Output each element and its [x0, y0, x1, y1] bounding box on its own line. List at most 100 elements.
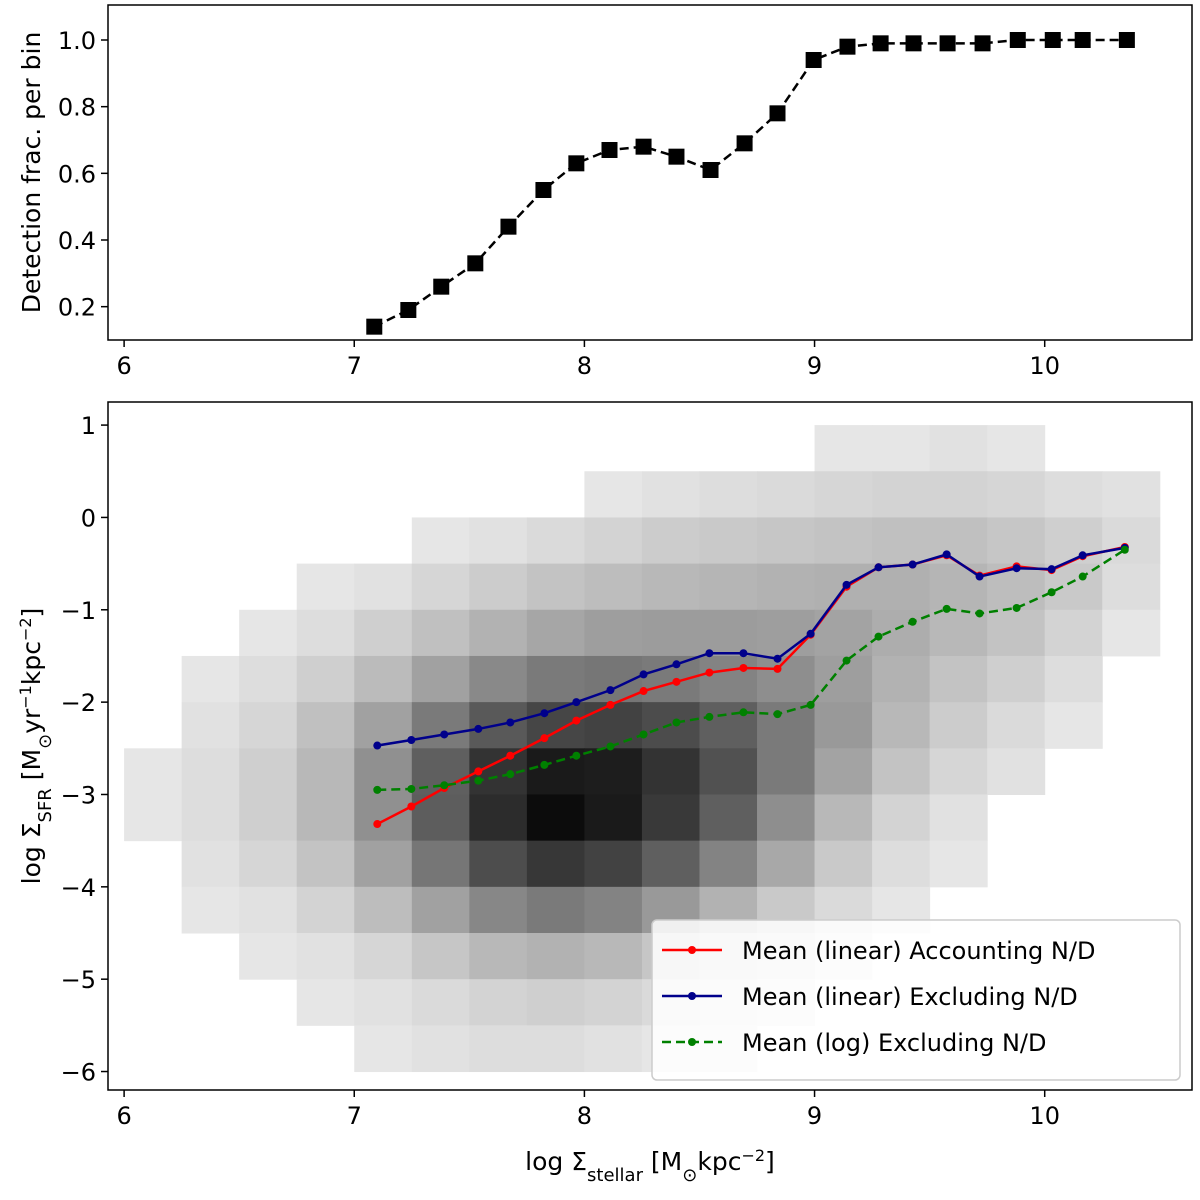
hist-cell	[182, 517, 240, 564]
hist-cell	[124, 425, 182, 472]
hist-cell	[929, 609, 988, 657]
hist-cell	[411, 609, 470, 657]
marker	[639, 730, 648, 739]
marker	[407, 784, 416, 793]
marker	[440, 781, 449, 790]
x-tick-label: 8	[577, 1102, 592, 1130]
marker	[572, 716, 581, 725]
hist-cell	[641, 748, 700, 795]
hist-cell	[872, 702, 931, 749]
marker	[474, 724, 483, 733]
hist-cell	[182, 564, 240, 611]
x-tick-label: 9	[807, 1102, 822, 1130]
marker	[739, 708, 748, 717]
x-tick-label: 10	[1029, 1102, 1060, 1130]
marker	[535, 182, 552, 198]
hist-cell	[412, 425, 470, 472]
hist-cell	[1044, 655, 1103, 703]
marker	[806, 629, 815, 638]
hist-cell	[987, 655, 1046, 703]
label-part: kpc	[17, 641, 46, 685]
hist-cell	[872, 517, 931, 565]
marker	[702, 162, 719, 178]
hist-cell	[641, 794, 700, 842]
hist-cell	[699, 609, 758, 657]
marker	[1012, 564, 1021, 573]
label-part: ]	[17, 608, 46, 618]
hist-cell	[584, 886, 643, 934]
marker	[572, 751, 581, 760]
hist-cell	[124, 656, 182, 703]
marker	[639, 687, 648, 696]
hist-cell	[469, 794, 528, 842]
hist-cell	[872, 794, 931, 842]
hist-cell	[526, 563, 585, 611]
marker	[366, 318, 383, 335]
hist-cell	[699, 702, 758, 749]
hist-cell	[1044, 517, 1103, 565]
marker	[705, 668, 714, 677]
y-tick-label: 0.2	[58, 294, 96, 322]
hist-cell	[354, 425, 412, 472]
legend-label: Mean (linear) Excluding N/D	[742, 983, 1078, 1011]
hist-cell	[641, 840, 700, 888]
hist-cell	[411, 655, 470, 703]
label-part: ]	[765, 1147, 775, 1176]
y-tick-label: 0.4	[58, 227, 96, 255]
marker	[672, 718, 681, 727]
marker	[467, 255, 484, 272]
marker	[373, 741, 382, 750]
x-tick-label: 9	[807, 352, 822, 380]
hist-cell	[182, 1025, 240, 1072]
hist-cell	[296, 794, 355, 842]
hist-cell	[296, 979, 355, 1026]
marker	[974, 35, 991, 52]
marker	[874, 563, 883, 572]
hist-cell	[469, 563, 528, 611]
marker	[373, 820, 382, 829]
marker	[839, 38, 856, 55]
y-tick-label: 0.8	[58, 94, 96, 122]
x-tick-label: 7	[347, 352, 362, 380]
hist-cell	[814, 517, 873, 565]
hist-cell	[526, 979, 585, 1026]
hist-cell	[354, 794, 413, 842]
hist-cell	[699, 517, 758, 565]
hist-cell	[699, 655, 758, 703]
marker	[572, 698, 581, 707]
hist-cell	[757, 471, 816, 518]
hist-cell	[181, 886, 240, 934]
hist-cell	[1045, 841, 1103, 888]
hist-cell	[124, 517, 182, 564]
legend-box	[651, 919, 1181, 1081]
hist-cell	[354, 517, 412, 564]
hist-cell	[1102, 841, 1160, 888]
hist-cell	[584, 702, 643, 749]
hist-cell	[124, 702, 182, 749]
hist-cell	[1044, 609, 1103, 657]
hist-cell	[1102, 563, 1161, 611]
marker	[773, 664, 782, 673]
hist-cell	[641, 471, 700, 518]
marker	[606, 700, 615, 709]
hist-cell	[987, 425, 1046, 472]
marker	[639, 670, 648, 679]
y-tick-label: 0.6	[58, 160, 96, 188]
hist-cell	[182, 979, 240, 1026]
hist-cell	[641, 655, 700, 703]
hist-cell	[526, 655, 585, 703]
marker	[568, 155, 585, 172]
hist-cell	[584, 979, 643, 1026]
x-tick-label: 6	[116, 1102, 131, 1130]
hist-cell	[584, 1025, 643, 1073]
marker	[601, 142, 618, 158]
y-tick-label: −1	[61, 597, 96, 625]
hist-cell	[641, 517, 700, 565]
hist-cell	[124, 794, 183, 842]
y-tick-label: −6	[61, 1059, 96, 1087]
hist-cell	[1044, 471, 1103, 518]
marker	[1012, 603, 1021, 612]
hist-cell	[182, 471, 240, 518]
hist-cell	[297, 471, 355, 518]
hist-cell	[987, 841, 1045, 888]
